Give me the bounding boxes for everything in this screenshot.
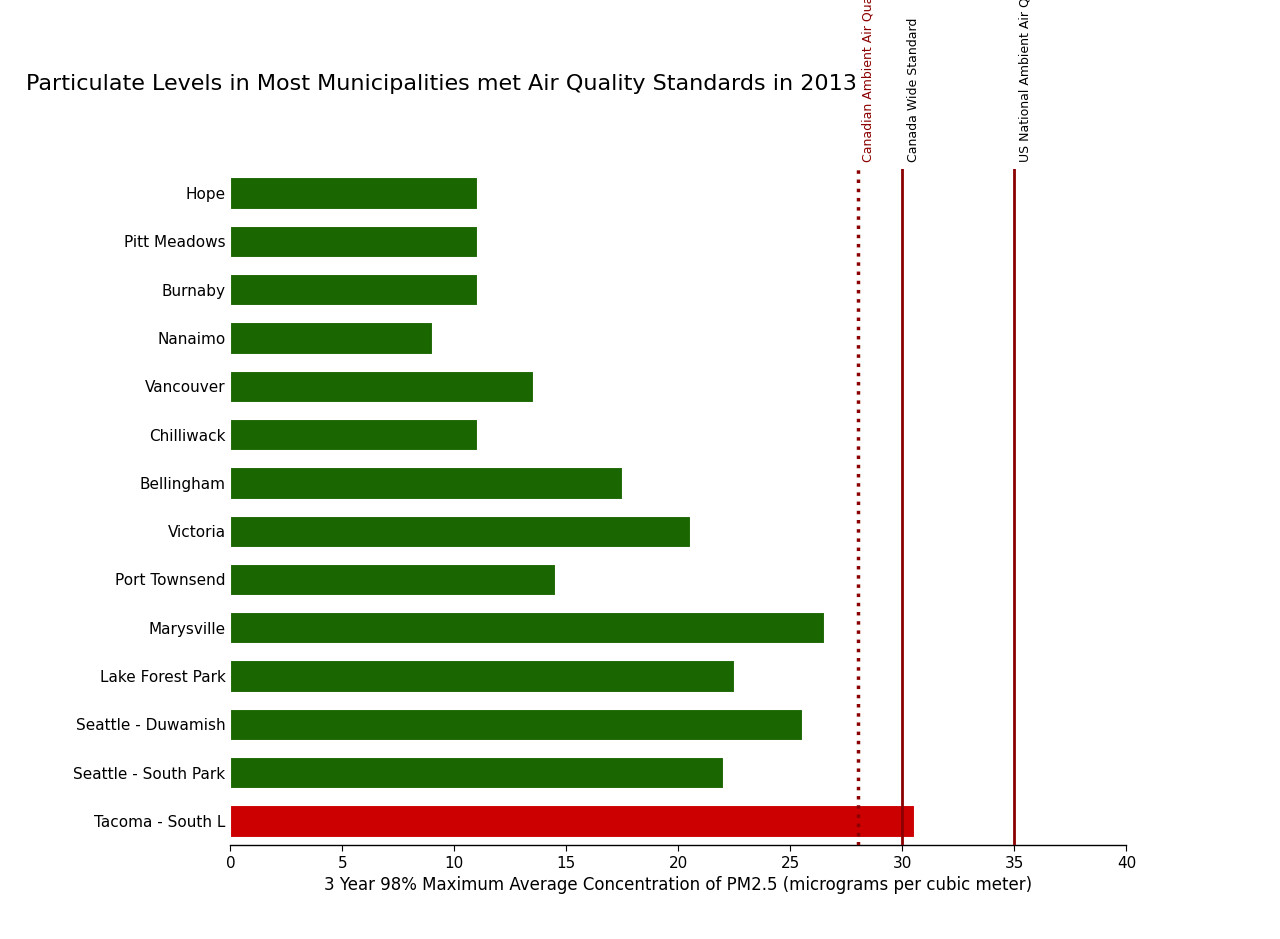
Bar: [230, 371, 532, 402]
X-axis label: 3 Year 98% Maximum Average Concentration of PM2.5 (micrograms per cubic meter): 3 Year 98% Maximum Average Concentration…: [324, 876, 1033, 894]
Text: Canadian Ambient Air Quality Standard: Canadian Ambient Air Quality Standard: [863, 0, 876, 162]
Bar: [230, 177, 476, 208]
Bar: [230, 660, 735, 692]
Text: Canada Wide Standard: Canada Wide Standard: [906, 18, 920, 162]
Bar: [230, 274, 476, 305]
Bar: [230, 612, 824, 643]
Bar: [230, 419, 476, 451]
Bar: [230, 757, 723, 789]
Bar: [230, 563, 556, 595]
Bar: [230, 516, 690, 546]
Bar: [230, 468, 622, 499]
Bar: [230, 225, 476, 257]
Text: US National Ambient Air Quality Standard: US National Ambient Air Quality Standard: [1019, 0, 1032, 162]
Bar: [230, 322, 433, 354]
Text: Particulate Levels in Most Municipalities met Air Quality Standards in 2013: Particulate Levels in Most Municipalitie…: [26, 74, 856, 94]
Bar: [230, 806, 914, 837]
Bar: [230, 709, 801, 740]
